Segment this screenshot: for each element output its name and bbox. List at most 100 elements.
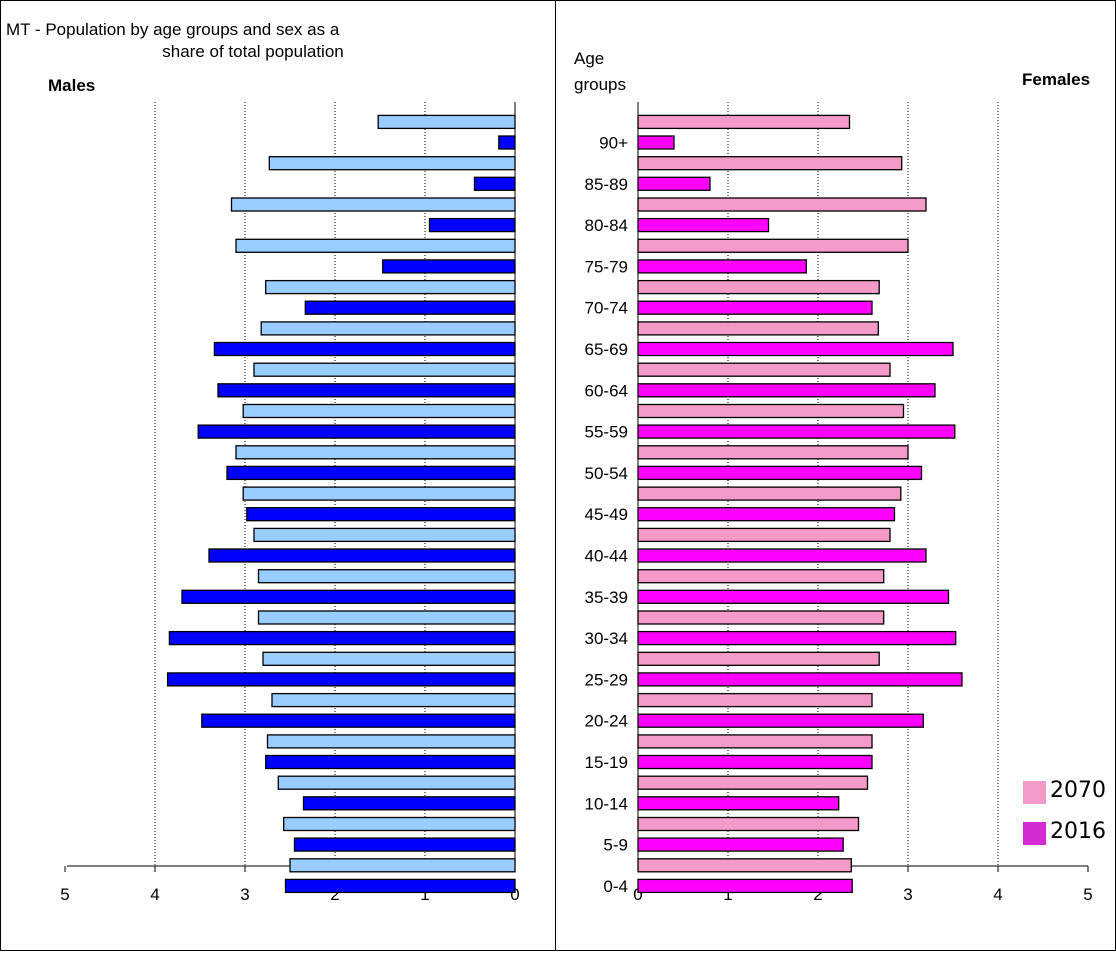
age-group-label: 15-19 [585,753,628,772]
male-bar-2070 [257,610,516,625]
age-group-label: 0-4 [603,877,628,896]
female-bar-2016 [637,424,956,439]
female-bar-2016 [637,630,957,646]
female-bar-2070 [637,403,905,419]
female-bar-2016 [637,341,954,357]
age-group-label: 60-64 [585,381,628,400]
male-x-tick-label: 2 [330,885,339,904]
female-bar-2070 [637,816,860,832]
female-bar-2016 [637,465,923,481]
male-bar-2070 [268,156,516,171]
male-bar-2070 [242,486,516,501]
age-group-label: 10-14 [585,794,628,813]
female-x-tick-label: 2 [813,885,822,904]
female-bar-2070 [637,775,869,790]
male-bar-2016 [166,672,516,687]
male-bar-2016 [168,630,516,646]
female-x-tick-label: 1 [723,885,732,904]
female-bar-2070 [637,156,903,171]
age-group-label: 70-74 [585,299,628,318]
male-bar-2016 [208,548,516,563]
male-bar-2070 [253,362,516,377]
female-bar-2016 [637,548,927,563]
legend-label-2070: 2070 [1050,778,1106,803]
male-bar-2070 [230,197,516,212]
age-label-line2: groups [574,75,626,94]
female-bar-2016 [637,837,844,852]
female-bar-2016 [637,589,950,604]
age-group-label: 75-79 [585,257,628,276]
male-bar-2016 [197,424,516,439]
male-bar-2070 [253,527,516,543]
female-bar-2016 [637,796,840,811]
male-bar-2016 [428,217,516,233]
female-bar-2016 [637,259,807,274]
female-bar-2070 [637,445,909,460]
male-bar-2070 [277,775,516,790]
age-group-label: 20-24 [585,712,628,731]
females-label: Females [1022,70,1091,89]
female-x-tick-label: 3 [903,885,912,904]
male-bar-2016 [293,837,516,852]
female-bar-2016 [637,672,963,687]
male-bar-2070 [265,279,516,295]
male-bar-2070 [266,734,516,749]
male-bar-2016 [213,341,516,357]
age-group-label: 30-34 [585,629,628,648]
female-bar-2016 [637,176,711,191]
female-bar-2070 [637,734,873,749]
female-bar-2070 [637,651,880,666]
male-bar-2016 [302,796,516,811]
female-x-tick-label: 5 [1083,885,1092,904]
age-group-label: 45-49 [585,505,628,524]
male-bar-2070 [235,238,516,253]
female-bar-2070 [637,197,927,212]
female-bar-2016 [637,383,936,398]
male-bar-2070 [271,692,516,708]
chart-title-line2: share of total population [162,42,344,61]
female-bar-2016 [637,713,924,728]
female-bar-2070 [637,692,873,708]
male-bar-2016 [382,259,516,274]
male-bar-2070 [235,445,516,460]
female-bar-2070 [637,527,891,543]
female-bar-2070 [637,238,909,253]
female-bar-2016 [637,507,896,522]
male-bar-2016 [181,589,516,604]
age-group-label: 85-89 [585,175,628,194]
age-group-label: 50-54 [585,464,628,483]
male-bar-2016 [217,383,516,398]
female-bar-2016 [637,754,873,770]
male-bar-2016 [473,176,516,191]
legend-swatch-2070 [1023,781,1046,804]
male-bar-2016 [246,507,516,522]
male-bar-2016 [284,878,516,894]
female-bar-2070 [637,610,885,625]
male-x-tick-label: 0 [510,885,519,904]
age-group-label: 90+ [599,134,628,153]
female-bar-2016 [637,878,853,894]
female-bar-2016 [637,217,770,233]
male-bar-2070 [283,816,516,832]
chart-title-line1: MT - Population by age groups and sex as… [6,20,340,39]
legend-swatch-2016 [1023,822,1046,845]
female-bar-2016 [637,135,675,150]
males-label: Males [48,76,96,95]
female-bar-2070 [637,114,851,130]
male-bar-2016 [226,465,516,481]
male-bar-2070 [262,651,516,666]
female-bar-2070 [637,486,902,501]
age-group-label: 55-59 [585,423,628,442]
female-x-tick-label: 4 [993,885,1002,904]
age-group-label: 35-39 [585,588,628,607]
female-bar-2070 [637,858,852,873]
age-group-label: 25-29 [585,670,628,689]
male-x-tick-label: 3 [240,885,249,904]
male-x-tick-label: 5 [60,885,69,904]
male-bar-2016 [265,754,516,770]
female-bar-2070 [637,569,885,584]
male-bar-2070 [242,403,516,419]
male-bar-2016 [498,135,516,150]
